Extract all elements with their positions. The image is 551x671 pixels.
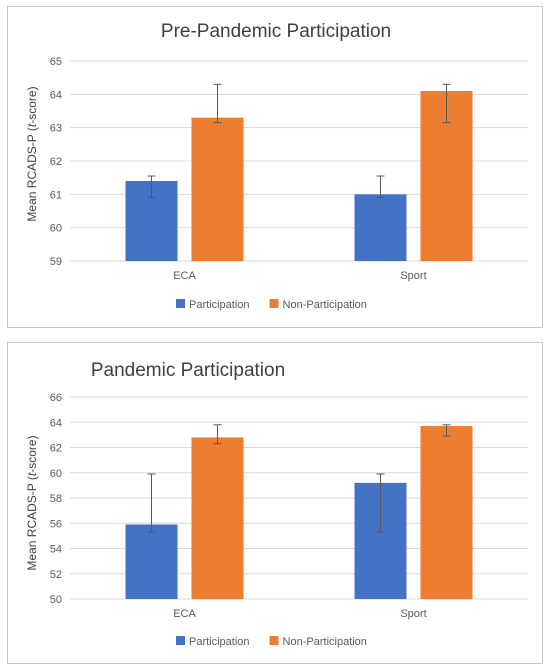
y-tick-label: 62 — [50, 156, 62, 168]
legend-label: Participation — [189, 636, 250, 648]
y-tick-label: 66 — [50, 392, 62, 404]
bar-non-participation-sport — [420, 426, 473, 599]
bar-non-participation-eca — [191, 117, 244, 262]
y-tick-label: 62 — [50, 443, 62, 455]
y-tick-label: 54 — [50, 544, 62, 556]
legend: Participation Non-Participation — [176, 299, 367, 311]
x-category-label: ECA — [173, 270, 196, 282]
legend-swatch — [176, 299, 185, 308]
chart-title: Pandemic Participation — [91, 360, 285, 381]
y-tick-label: 60 — [50, 223, 62, 235]
y-tick-label: 64 — [50, 417, 62, 429]
y-tick-label: 65 — [50, 56, 62, 68]
bar-non-participation-eca — [191, 437, 244, 599]
chart-title: Pre-Pandemic Participation — [161, 21, 391, 42]
y-tick-label: 56 — [50, 518, 62, 530]
y-tick-label: 61 — [50, 189, 62, 201]
y-axis-title: Mean RCADS-P (t-score) — [25, 86, 39, 221]
y-tick-label: 64 — [50, 89, 62, 101]
x-category-label: Sport — [400, 608, 426, 620]
y-tick-label: 63 — [50, 123, 62, 135]
x-category-label: ECA — [173, 608, 196, 620]
y-tick-label: 59 — [50, 256, 62, 268]
legend-label: Non-Participation — [283, 636, 367, 648]
bar-participation-eca — [125, 524, 178, 599]
legend: Participation Non-Participation — [176, 636, 367, 648]
legend-swatch — [269, 299, 279, 308]
bar-participation-sport — [354, 194, 407, 261]
y-tick-label: 50 — [50, 594, 62, 606]
legend-label: Participation — [189, 299, 250, 311]
chart-panel-pandemic: Pandemic Participation 50 52 54 56 58 60 62 64 6… — [7, 342, 543, 664]
chart-panel-pre-pandemic: Pre-Pandemic Participation 59 60 61 62 63 64 6… — [7, 6, 543, 328]
legend-swatch — [176, 636, 185, 645]
y-tick-label: 60 — [50, 468, 62, 480]
y-tick-label: 58 — [50, 493, 62, 505]
chart-svg-pre-pandemic: Pre-Pandemic Participation 59 60 61 62 63 64 6… — [25, 21, 528, 311]
y-axis-title: Mean RCADS-P (t-score) — [25, 435, 39, 570]
chart-svg-pandemic: Pandemic Participation 50 52 54 56 58 60 62 64 6… — [25, 360, 528, 648]
y-tick-label: 52 — [50, 569, 62, 581]
legend-swatch — [269, 636, 279, 645]
x-category-label: Sport — [400, 270, 426, 282]
legend-label: Non-Participation — [283, 299, 367, 311]
